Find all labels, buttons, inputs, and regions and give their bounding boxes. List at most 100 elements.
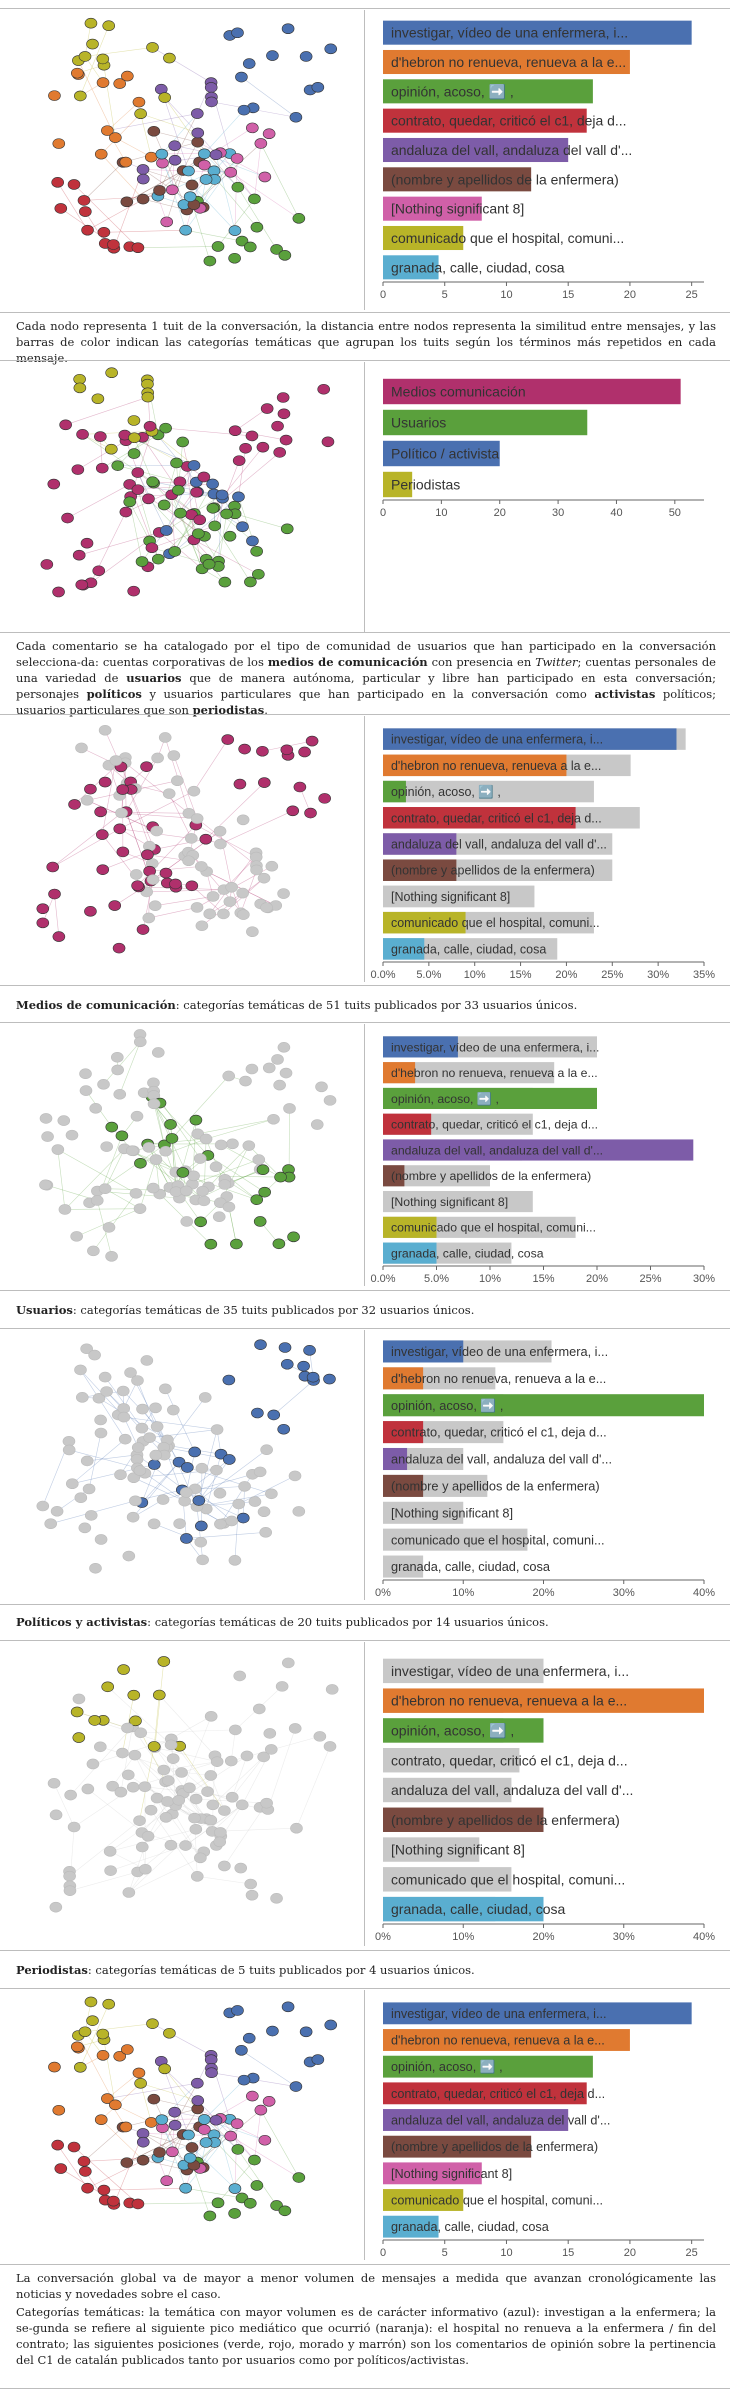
node — [144, 1804, 158, 1816]
node — [271, 420, 284, 432]
edge — [151, 491, 198, 548]
node — [101, 125, 114, 136]
node — [157, 499, 171, 511]
edge — [205, 1118, 274, 1140]
node — [67, 179, 81, 190]
node — [209, 1161, 223, 1173]
edge — [148, 907, 198, 919]
node — [235, 2045, 248, 2056]
edge — [185, 1804, 243, 1846]
node — [145, 542, 159, 554]
node — [75, 742, 88, 754]
node — [210, 1464, 223, 1476]
node — [190, 1871, 204, 1882]
node — [84, 17, 98, 29]
node — [89, 1103, 102, 1114]
node — [151, 752, 164, 764]
bar-chart-periodistas: investigar, vídeo de una enfermera, i...… — [375, 1658, 715, 1943]
caption-2: Cada comentario se ha catalogado por el … — [16, 639, 716, 717]
bar-background-5 — [383, 1165, 490, 1187]
node — [205, 96, 218, 108]
edge — [220, 152, 255, 200]
bar-background-7 — [383, 1528, 528, 1551]
bar-chart-medios: investigar, vídeo de una enfermera, i...… — [370, 728, 715, 981]
node — [173, 1518, 186, 1529]
edge — [238, 448, 246, 497]
bar-label-3: contrato, quedar, criticó el c1, deja d.… — [391, 811, 602, 825]
edge — [193, 1175, 281, 1178]
node — [78, 51, 92, 62]
edge — [204, 153, 239, 188]
x-tick-label-2: 10 — [500, 2247, 512, 2259]
bar-0 — [383, 378, 681, 405]
node — [281, 23, 295, 34]
node — [185, 179, 199, 191]
node — [129, 1495, 142, 1507]
edge — [254, 2110, 262, 2161]
edge — [140, 113, 152, 158]
edge — [120, 1726, 133, 1793]
edge — [168, 793, 192, 839]
node — [116, 784, 129, 795]
bar-4 — [383, 137, 569, 163]
node — [134, 2078, 147, 2089]
edge — [115, 2104, 152, 2123]
edge — [156, 1797, 201, 1858]
bar-label-7: comunicado que el hospital, comuni... — [391, 2194, 603, 2208]
bar-label-7: comunicado que el hospital, comuni... — [391, 916, 600, 930]
x-tick-label-7: 35% — [693, 969, 715, 981]
node — [323, 1095, 337, 1106]
node — [80, 537, 94, 549]
node — [81, 1783, 95, 1795]
edge — [119, 1041, 141, 1095]
bar-label-6: [Nothing significant 8] — [391, 890, 510, 904]
node — [151, 1047, 165, 1058]
bar-label-4: andaluza del vall, andaluza del vall d'.… — [391, 837, 607, 851]
bar-chart-usuarios: investigar, vídeo de una enfermera, i...… — [370, 1036, 715, 1285]
bar-label-7: comunicado que el hospital, comuni... — [391, 1221, 596, 1235]
node — [141, 1830, 155, 1842]
edge — [197, 1118, 274, 1135]
x-tick-label-1: 5 — [442, 2247, 448, 2259]
node — [246, 122, 259, 134]
node — [40, 559, 54, 570]
node — [223, 896, 237, 907]
node — [197, 1195, 211, 1207]
node — [71, 464, 85, 475]
bar-4 — [383, 2109, 569, 2131]
node — [258, 171, 272, 183]
bar-label-2: opinión, acoso, ➡️ , — [391, 1398, 503, 1413]
node — [162, 788, 176, 799]
node — [109, 132, 122, 143]
node — [111, 460, 125, 471]
node — [230, 1238, 243, 1250]
node — [96, 2050, 110, 2061]
node — [231, 27, 244, 39]
node — [169, 878, 182, 890]
node — [178, 1495, 191, 1507]
edge — [64, 1208, 141, 1210]
edge — [72, 1438, 126, 1484]
node — [75, 579, 89, 591]
edge — [121, 812, 198, 819]
bar-background-7 — [383, 1867, 512, 1892]
bar-8 — [383, 2215, 439, 2238]
bar-label-5: (nombre y apellidos de la enfermera) — [391, 1478, 600, 1493]
edge — [84, 47, 153, 57]
node — [273, 447, 286, 458]
node — [222, 1374, 236, 1386]
node — [70, 1231, 83, 1242]
x-tick-label-2: 20% — [532, 1587, 554, 1599]
node — [242, 1140, 256, 1151]
edge — [230, 172, 300, 219]
node — [225, 1791, 239, 1803]
edge — [215, 154, 236, 231]
node — [193, 1153, 207, 1164]
node — [118, 1433, 132, 1445]
bar-7 — [383, 911, 466, 934]
node — [77, 195, 91, 206]
node — [248, 2154, 261, 2166]
node — [150, 1421, 164, 1432]
node — [236, 814, 250, 826]
node — [127, 448, 141, 459]
